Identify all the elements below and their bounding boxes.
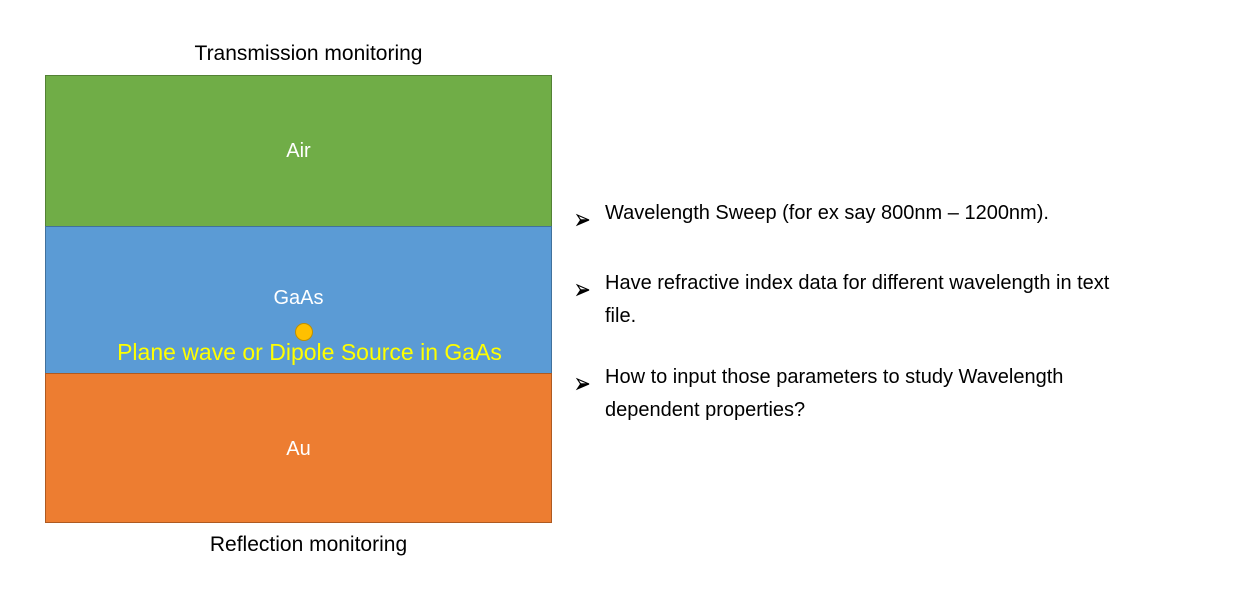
bullet-item-refractive-index: Have refractive index data for different… (575, 267, 1240, 333)
arrowhead-bullet-icon (575, 267, 605, 333)
notes-list: Wavelength Sweep (for ex say 800nm – 120… (575, 197, 1240, 455)
bullet-line: How to input those parameters to study W… (605, 366, 1064, 388)
layer-gaas-label: GaAs (273, 287, 324, 309)
layer-gaas: GaAs Plane wave or Dipole Source in GaAs (45, 226, 552, 374)
bullet-line: file. (605, 305, 637, 327)
layer-air-label: Air (286, 140, 311, 162)
bullet-text: Have refractive index data for different… (605, 267, 1109, 333)
arrowhead-bullet-icon (575, 197, 605, 239)
source-dot (295, 323, 313, 341)
bullet-item-input-parameters: How to input those parameters to study W… (575, 361, 1240, 427)
layer-air: Air (45, 75, 552, 227)
bullet-item-wavelength-sweep: Wavelength Sweep (for ex say 800nm – 120… (575, 197, 1240, 239)
layer-au: Au (45, 373, 552, 523)
bullet-text: Wavelength Sweep (for ex say 800nm – 120… (605, 197, 1049, 239)
arrowhead-bullet-icon (575, 361, 605, 427)
source-label: Plane wave or Dipole Source in GaAs (117, 339, 502, 365)
transmission-monitoring-label: Transmission monitoring (194, 42, 423, 65)
bullet-line: Have refractive index data for different… (605, 272, 1110, 294)
layer-stack: Air GaAs Plane wave or Dipole Source in … (45, 75, 552, 523)
reflection-monitoring-label: Reflection monitoring (209, 533, 408, 556)
bullet-line: dependent properties? (605, 399, 806, 421)
bullet-text: How to input those parameters to study W… (605, 361, 1063, 427)
bullet-line: Wavelength Sweep (for ex say 800nm – 120… (605, 202, 1049, 224)
layer-au-label: Au (286, 438, 311, 460)
